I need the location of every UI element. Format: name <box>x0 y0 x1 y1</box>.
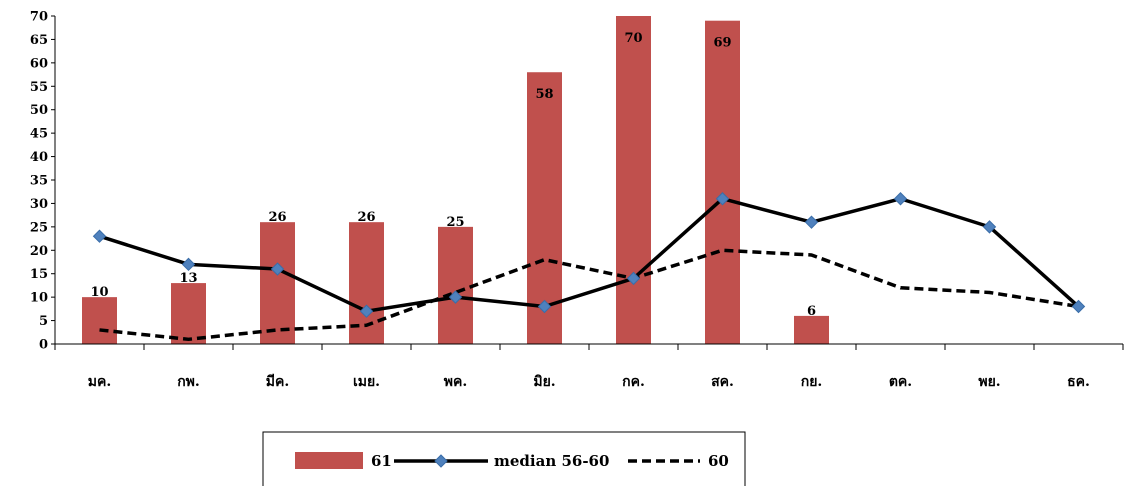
median-marker-กพ. <box>181 257 196 272</box>
bar-พค. <box>438 226 473 344</box>
legend: 61 median 56-60 60 <box>262 431 746 486</box>
median-marker-สค. <box>715 192 730 206</box>
y-tick-label: 65 <box>30 33 48 48</box>
y-tick-label: 50 <box>30 103 48 118</box>
bar-กพ. <box>171 283 206 344</box>
legend-label-bar-series: 61 <box>371 452 392 470</box>
y-tick-label: 30 <box>30 197 48 212</box>
y-tick-label: 25 <box>30 220 48 235</box>
y-tick-label: 0 <box>39 338 48 353</box>
bar-data-label: 13 <box>179 271 197 286</box>
bar-data-label: 70 <box>624 31 642 46</box>
y-tick-label: 20 <box>30 244 48 259</box>
legend-swatch-median-marker <box>434 454 448 468</box>
labels-layer: 10 13 26 26 25 58 70 69 6 <box>90 31 816 319</box>
x-tick-label: พค. <box>444 374 467 390</box>
bar-กค. <box>616 16 651 344</box>
x-tick-label: เมย. <box>353 374 380 390</box>
x-tick-label: กย. <box>801 374 823 390</box>
x-tick-label: ตค. <box>889 374 912 390</box>
bar-data-label: 58 <box>535 87 553 102</box>
y-tick-label: 35 <box>30 174 48 189</box>
y-tick-label: 55 <box>30 80 48 95</box>
median-marker-กค. <box>626 271 641 286</box>
median-marker-พย. <box>982 220 997 234</box>
x-tick-label: มิย. <box>533 374 555 390</box>
legend-swatch-bar <box>295 452 363 469</box>
x-tick-label: มค. <box>88 374 111 390</box>
median-marker-กย. <box>804 215 819 229</box>
y-tick-label: 70 <box>30 10 48 25</box>
y-tick-label: 40 <box>30 150 48 165</box>
bar-data-label: 25 <box>446 215 464 230</box>
bar-data-label: 26 <box>268 210 286 225</box>
legend-label-dashed-series: 60 <box>708 452 729 470</box>
bar-มิย. <box>527 72 562 344</box>
median-marker-มิย. <box>537 299 552 314</box>
bar-data-label: 69 <box>713 36 731 51</box>
bar-มค. <box>82 297 117 344</box>
x-tick-label: ธค. <box>1067 374 1090 390</box>
x-tick-label: กพ. <box>177 374 200 390</box>
y-tick-label: 5 <box>39 314 48 329</box>
median-marker-มค. <box>92 229 107 243</box>
lines-layer <box>92 192 1086 342</box>
bar-มีค. <box>260 222 295 344</box>
y-tick-label: 15 <box>30 267 48 282</box>
series-line-median <box>98 196 1080 313</box>
median-marker-มีค. <box>270 262 285 276</box>
median-marker-ธค. <box>1071 299 1086 314</box>
x-tick-label: สค. <box>711 374 734 390</box>
bar-สค. <box>705 20 740 344</box>
y-tick-label: 10 <box>30 291 48 306</box>
median-marker-พค. <box>448 290 463 304</box>
bar-data-label: 6 <box>807 304 816 319</box>
x-tick-label: พย. <box>978 374 1000 390</box>
x-tick-label: กค. <box>622 374 645 390</box>
axes-layer: 0 5 10 15 20 25 30 35 40 45 50 55 60 65 70 มค. กพ. มีค. เม… <box>30 10 1124 390</box>
y-tick-label: 45 <box>30 127 48 142</box>
series-line-dashed <box>99 248 1079 342</box>
bar-กย. <box>794 315 829 344</box>
y-tick-label: 60 <box>30 56 48 71</box>
bar-data-label: 26 <box>357 210 375 225</box>
bars-layer <box>82 16 829 344</box>
bar-data-label: 10 <box>90 285 108 300</box>
median-marker-ตค. <box>893 192 908 206</box>
legend-label-median-series: median 56-60 <box>494 452 609 470</box>
median-marker-เมย. <box>359 304 374 318</box>
x-tick-label: มีค. <box>266 374 289 390</box>
